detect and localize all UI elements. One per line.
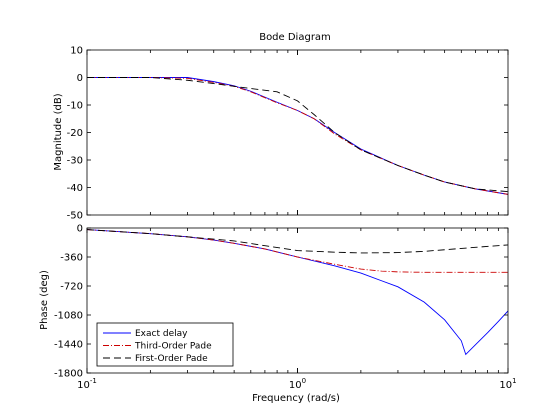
phase-ytick-label: -720 (60, 282, 83, 293)
phase-ylabel: Phase (deg) (39, 270, 50, 330)
legend-entry: Third-Order Pade (134, 342, 212, 352)
legend: Exact delay Third-Order Pade First-Order P… (96, 322, 234, 367)
legend-entry: Exact delay (135, 329, 188, 339)
phase-line-third-order-pade (87, 229, 508, 273)
phase-ytick-label: 0 (77, 224, 83, 235)
legend-entry: First-Order Pade (135, 354, 208, 364)
phase-ytick-label: -1440 (54, 340, 83, 351)
magnitude-line-first-order-pade (87, 77, 508, 193)
magnitude-ytick-label: -40 (67, 183, 83, 194)
magnitude-ytick-label: 0 (77, 73, 83, 84)
phase-ytick-label: -1080 (54, 311, 83, 322)
xtick-label: 100 (289, 377, 306, 391)
magnitude-ytick-label: 10 (70, 46, 83, 57)
magnitude-ytick-label: -10 (67, 101, 83, 112)
legend-box (96, 322, 234, 367)
xtick-label: 101 (499, 377, 516, 391)
magnitude-panel: 10 0 -10 -20 -30 -40 -50 (67, 46, 509, 222)
x-axis-label: Frequency (rad/s) (252, 393, 340, 404)
phase-line-first-order-pade (87, 229, 508, 254)
plot-layer: 100-10-20-30-40-500-360-720-1080-1440-18… (54, 46, 517, 392)
xtick-label: 10-1 (77, 377, 97, 391)
magnitude-ylabel: Magnitude (dB) (53, 93, 64, 170)
phase-ytick-label: -360 (60, 253, 83, 264)
phase-panel: 0 -360 -720 -1080 -1440 -1800 (54, 224, 509, 380)
magnitude-ytick-label: -30 (67, 156, 83, 167)
magnitude-ytick-label: -20 (67, 128, 83, 139)
chart-title: Bode Diagram (259, 32, 331, 43)
phase-ytick-label: -1800 (54, 369, 83, 380)
magnitude-ytick-label: -50 (67, 211, 83, 222)
magnitude-line-third-order-pade (87, 77, 508, 195)
